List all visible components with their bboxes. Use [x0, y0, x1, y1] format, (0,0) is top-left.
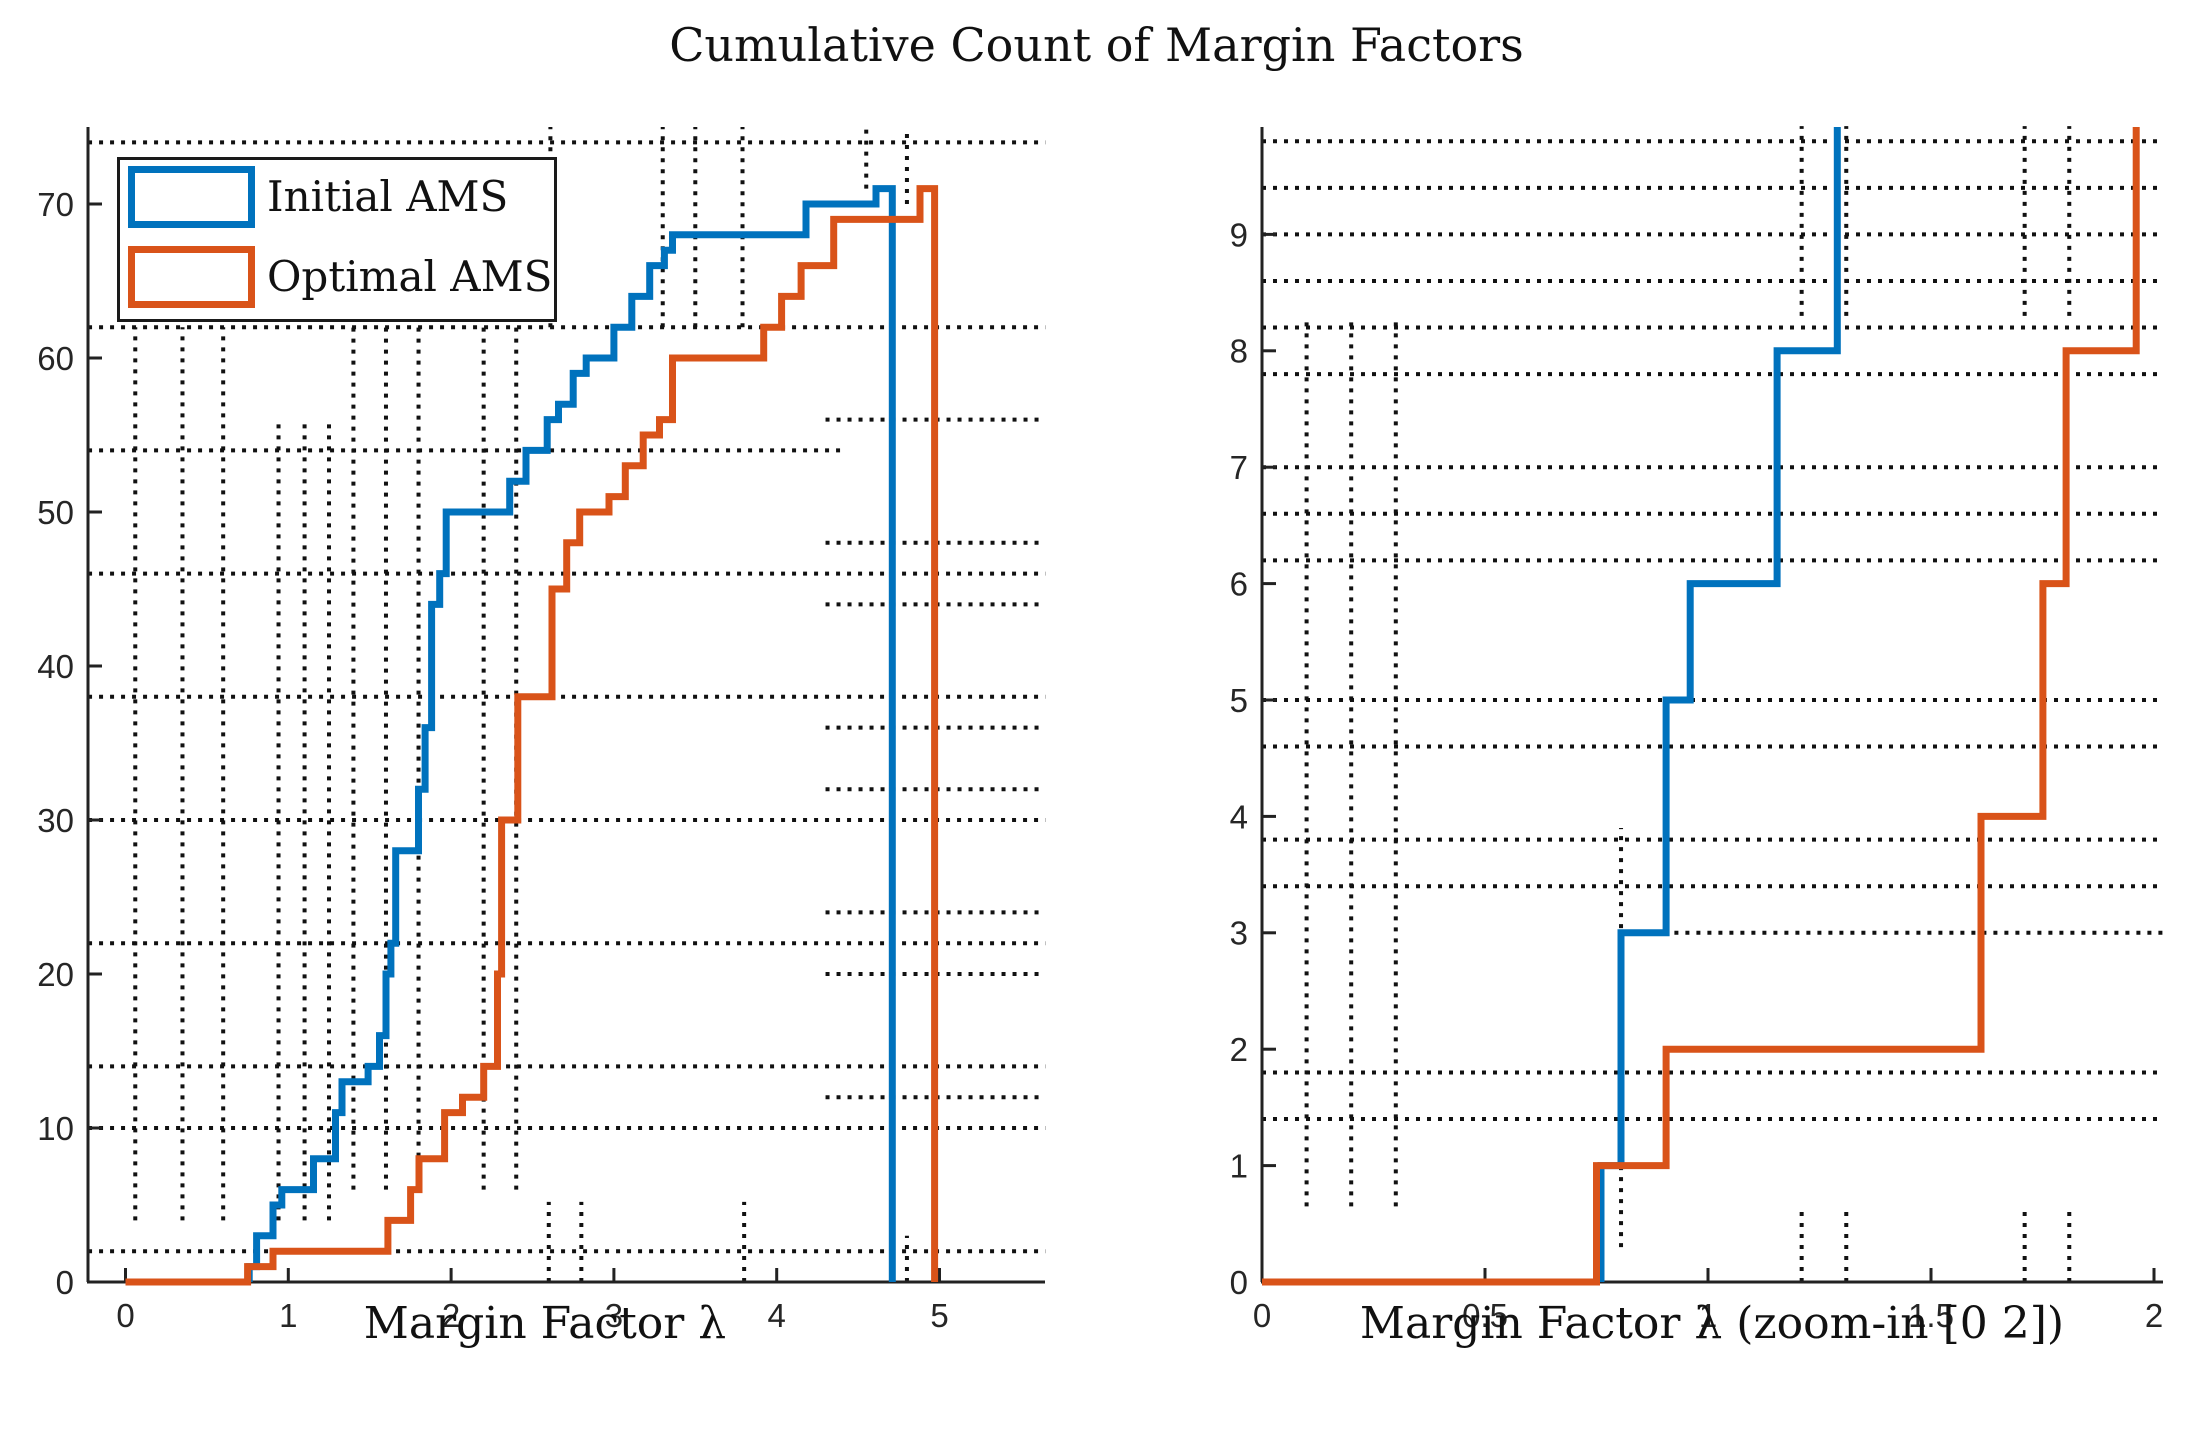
xlabel-right: Margin Factor λ (zoom-in [0 2]) [1359, 1298, 2065, 1349]
x-tick-label: 1.5 [1908, 1297, 1954, 1334]
y-tick-label: 4 [1230, 798, 1248, 835]
x-tick-label: 2 [2145, 1297, 2163, 1334]
legend-label: Initial AMS [267, 172, 509, 221]
y-tick-label: 0 [1230, 1264, 1248, 1301]
series-initial-ams [245, 185, 896, 1282]
legend-item-optimal-ams: Optimal AMS [128, 246, 552, 308]
series-optimal-ams [1262, 127, 2140, 1286]
legend-item-initial-ams: Initial AMS [128, 166, 508, 228]
legend-label: Optimal AMS [267, 252, 553, 301]
plot-zoom-in: 0 0.5 1 1.5 2 0 1 2 3 4 5 6 7 8 9 [1230, 126, 2163, 1334]
x-tick-label: 0 [116, 1297, 134, 1334]
series-optimal-ams [125, 185, 939, 1286]
x-tick-label: 4 [768, 1297, 786, 1334]
y-tick-label: 30 [37, 802, 74, 839]
y-tick-label: 70 [37, 186, 74, 223]
x-tick-label: 3 [605, 1297, 623, 1334]
y-tick-label: 2 [1230, 1031, 1248, 1068]
y-tick-label: 60 [37, 340, 74, 377]
y-tick-label: 1 [1230, 1147, 1248, 1184]
y-tick-label: 3 [1230, 915, 1248, 952]
y-tick-label: 50 [37, 494, 74, 531]
x-tick-label: 5 [930, 1297, 948, 1334]
y-tick-label: 10 [37, 1110, 74, 1147]
xlabel-left: Margin Factor λ [363, 1298, 727, 1349]
y-tick-label: 8 [1230, 333, 1248, 370]
series-initial-ams [1597, 127, 1841, 1282]
y-tick-label: 20 [37, 956, 74, 993]
y-tick-label: 5 [1230, 682, 1248, 719]
x-tick-label: 0.5 [1462, 1297, 1508, 1334]
x-tick-label: 1 [1699, 1297, 1717, 1334]
legend-swatch-optimal-ams [128, 246, 255, 308]
y-tick-label: 7 [1230, 449, 1248, 486]
y-tick-label: 40 [37, 648, 74, 685]
y-tick-label: 9 [1230, 216, 1248, 253]
y-tick-label: 6 [1230, 565, 1248, 602]
figure-title: Cumulative Count of Margin Factors [669, 18, 1524, 72]
legend[interactable]: Initial AMS Optimal AMS [117, 157, 557, 322]
x-tick-label: 0 [1253, 1297, 1271, 1334]
y-tick-label: 0 [56, 1264, 74, 1301]
x-tick-label: 2 [442, 1297, 460, 1334]
legend-swatch-initial-ams [128, 166, 255, 228]
x-tick-label: 1 [279, 1297, 297, 1334]
